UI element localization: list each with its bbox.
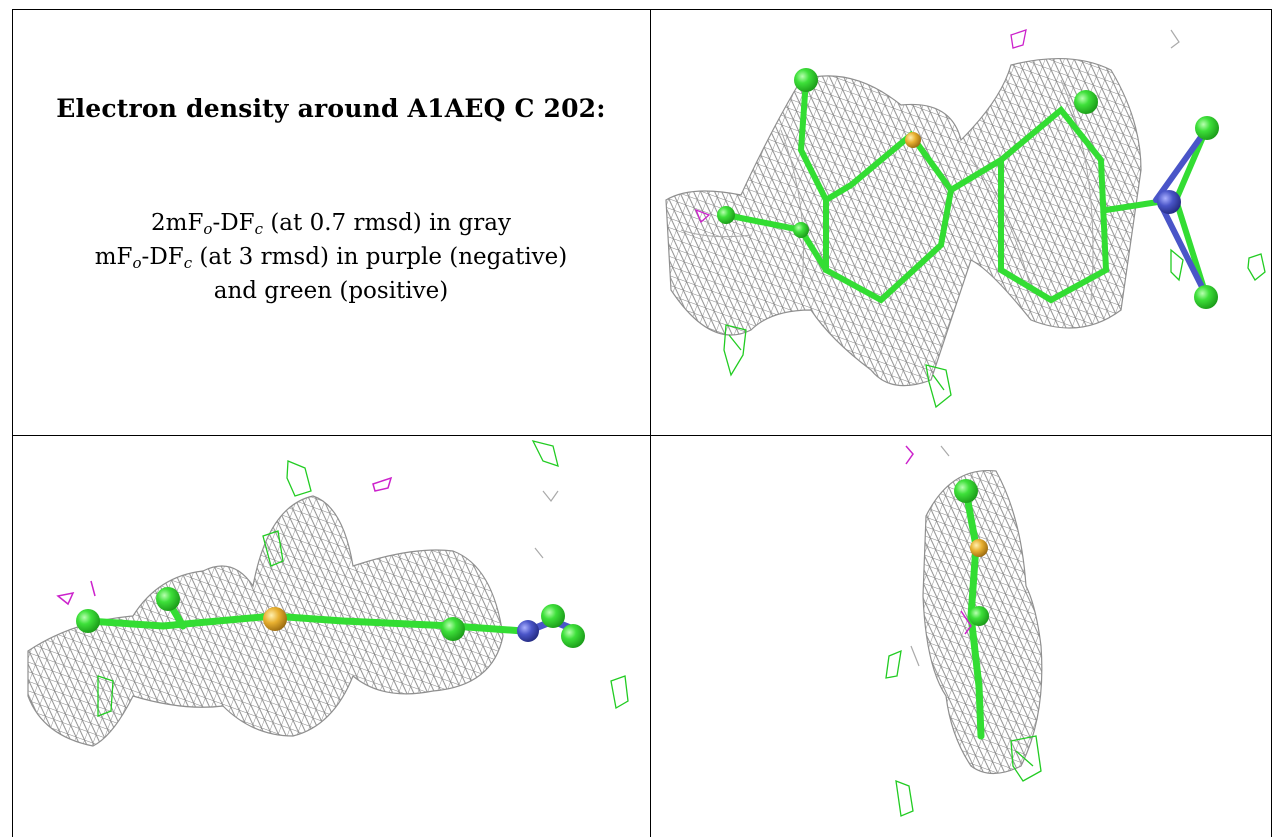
legend-line-gray: 2mFo-DFc (at 0.7 rmsd) in gray [13,206,649,240]
legend-line2-sub-o: o [132,254,142,272]
positive-density [885,649,1042,817]
sulfur-atom [970,539,988,557]
negative-density [694,29,1027,224]
legend-line2-a: mF [94,244,133,270]
nitrogen-atom [1157,190,1181,214]
chlorine-atom [561,624,585,648]
legend-line-difference: mFo-DFc (at 3 rmsd) in purple (negative) [13,240,649,274]
legend-line2-c: (at 3 rmsd) in purple (negative) [192,244,568,270]
chlorine-atom [1195,116,1219,140]
legend-line1-a: 2mF [151,210,204,236]
legend-line1-sub-o: o [203,220,213,238]
carbon-atom [1074,90,1098,114]
sulfur-atom [263,607,287,631]
table-middle-rule [650,9,651,837]
density-mesh [665,57,1142,387]
carbon-atom [969,606,989,626]
carbon-atom [441,617,465,641]
carbon-atom [156,587,180,611]
density-panel-bottom-right [885,445,1043,817]
positive-density [723,248,1266,409]
carbon-atom [954,479,978,503]
nitrogen-atom [517,620,539,642]
carbon-atom [793,222,809,238]
table-row-rule [12,435,1272,436]
carbon-atom [76,609,100,633]
figure-title: Electron density around A1AEQ C 202: [56,94,606,123]
legend-line1-sub-c: c [254,220,264,238]
negative-density [905,445,972,635]
density-panel-top-right [665,29,1266,409]
legend-line2-b: -DF [141,244,184,270]
chlorine-atom [1194,285,1218,309]
legend-cell: Electron density around A1AEQ C 202: 2mF… [13,10,649,428]
negative-density [56,476,393,606]
positive-density [97,440,629,717]
density-panel-bottom-left [27,440,629,747]
legend-text: 2mFo-DFc (at 0.7 rmsd) in gray mFo-DFc (… [13,206,649,308]
table-left-rule [12,9,13,837]
table-right-rule [1271,9,1272,837]
table-top-rule [12,9,1272,10]
legend-line-positive: and green (positive) [213,278,449,304]
legend-line1-c: (at 0.7 rmsd) in gray [263,210,511,236]
chlorine-atom [541,604,565,628]
legend-line1-b: -DF [212,210,255,236]
sulfur-atom [905,132,921,148]
legend-line2-sub-c: c [183,254,193,272]
carbon-atom [717,206,735,224]
carbon-atom [794,68,818,92]
